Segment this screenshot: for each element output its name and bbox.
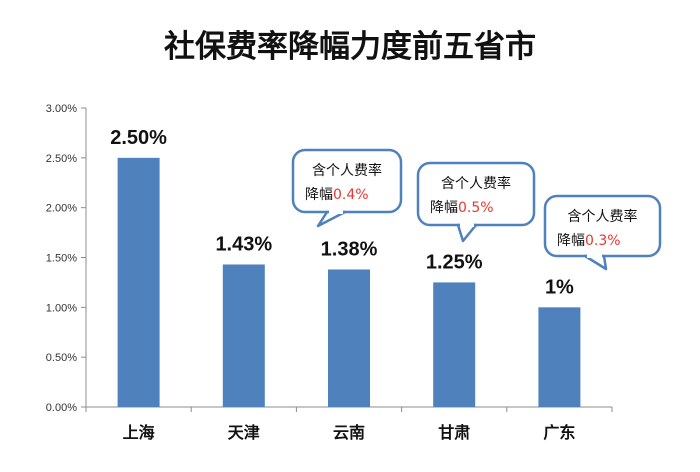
x-tick-label: 天津 bbox=[228, 423, 260, 442]
bar bbox=[117, 157, 160, 407]
x-tick-label: 云南 bbox=[333, 423, 365, 442]
callout-line2: 降幅0.5% bbox=[430, 200, 494, 216]
x-tick-label: 广东 bbox=[543, 423, 575, 442]
x-tick-label: 甘肃 bbox=[438, 423, 470, 442]
bar bbox=[222, 264, 265, 407]
data-label: 1.43% bbox=[215, 233, 272, 255]
callout-tail bbox=[316, 210, 347, 228]
y-tick-label: 2.00% bbox=[46, 203, 77, 215]
callout-line2: 降幅0.4% bbox=[305, 187, 369, 203]
axes: 0.00% 0.50% 1.00% 1.50% 2.00% 2.50% 3.00% 上海 天津 云… bbox=[46, 103, 613, 442]
bar bbox=[538, 307, 581, 407]
callout-rate-value: 0.3% bbox=[585, 233, 621, 249]
y-tick-label: 0.50% bbox=[46, 352, 77, 364]
callout-rate-value: 0.4% bbox=[333, 187, 369, 203]
data-labels: 2.50% 1.43% 1.38% 1.25% 1% bbox=[110, 127, 574, 299]
y-tick-label: 2.50% bbox=[46, 153, 77, 165]
x-tick-label: 上海 bbox=[123, 423, 155, 442]
bars bbox=[117, 157, 581, 407]
callout-prefix: 降幅 bbox=[430, 200, 458, 216]
callout-prefix: 降幅 bbox=[557, 233, 585, 249]
data-label: 1.38% bbox=[321, 238, 378, 260]
y-tick-label: 0.00% bbox=[46, 402, 77, 414]
callout-line1: 含个人费率 bbox=[441, 175, 511, 192]
data-label: 1% bbox=[545, 276, 574, 298]
callout-prefix: 降幅 bbox=[305, 187, 333, 203]
y-tick-label: 1.50% bbox=[46, 253, 77, 265]
callout-rate-value: 0.5% bbox=[458, 200, 494, 216]
callout-line1: 含个人费率 bbox=[312, 162, 382, 179]
bar bbox=[433, 282, 476, 407]
y-tick-label: 1.00% bbox=[46, 302, 77, 314]
data-label: 1.25% bbox=[426, 251, 483, 273]
callout-box bbox=[291, 148, 403, 214]
y-tick-label: 3.00% bbox=[46, 103, 77, 115]
callout-tail bbox=[456, 223, 478, 243]
data-label: 2.50% bbox=[110, 127, 167, 149]
callout-line2: 降幅0.3% bbox=[557, 233, 621, 249]
callout-line1: 含个人费率 bbox=[568, 208, 638, 225]
bar bbox=[328, 269, 370, 407]
chart-title: 社保费率降幅力度前五省市 bbox=[164, 29, 536, 65]
